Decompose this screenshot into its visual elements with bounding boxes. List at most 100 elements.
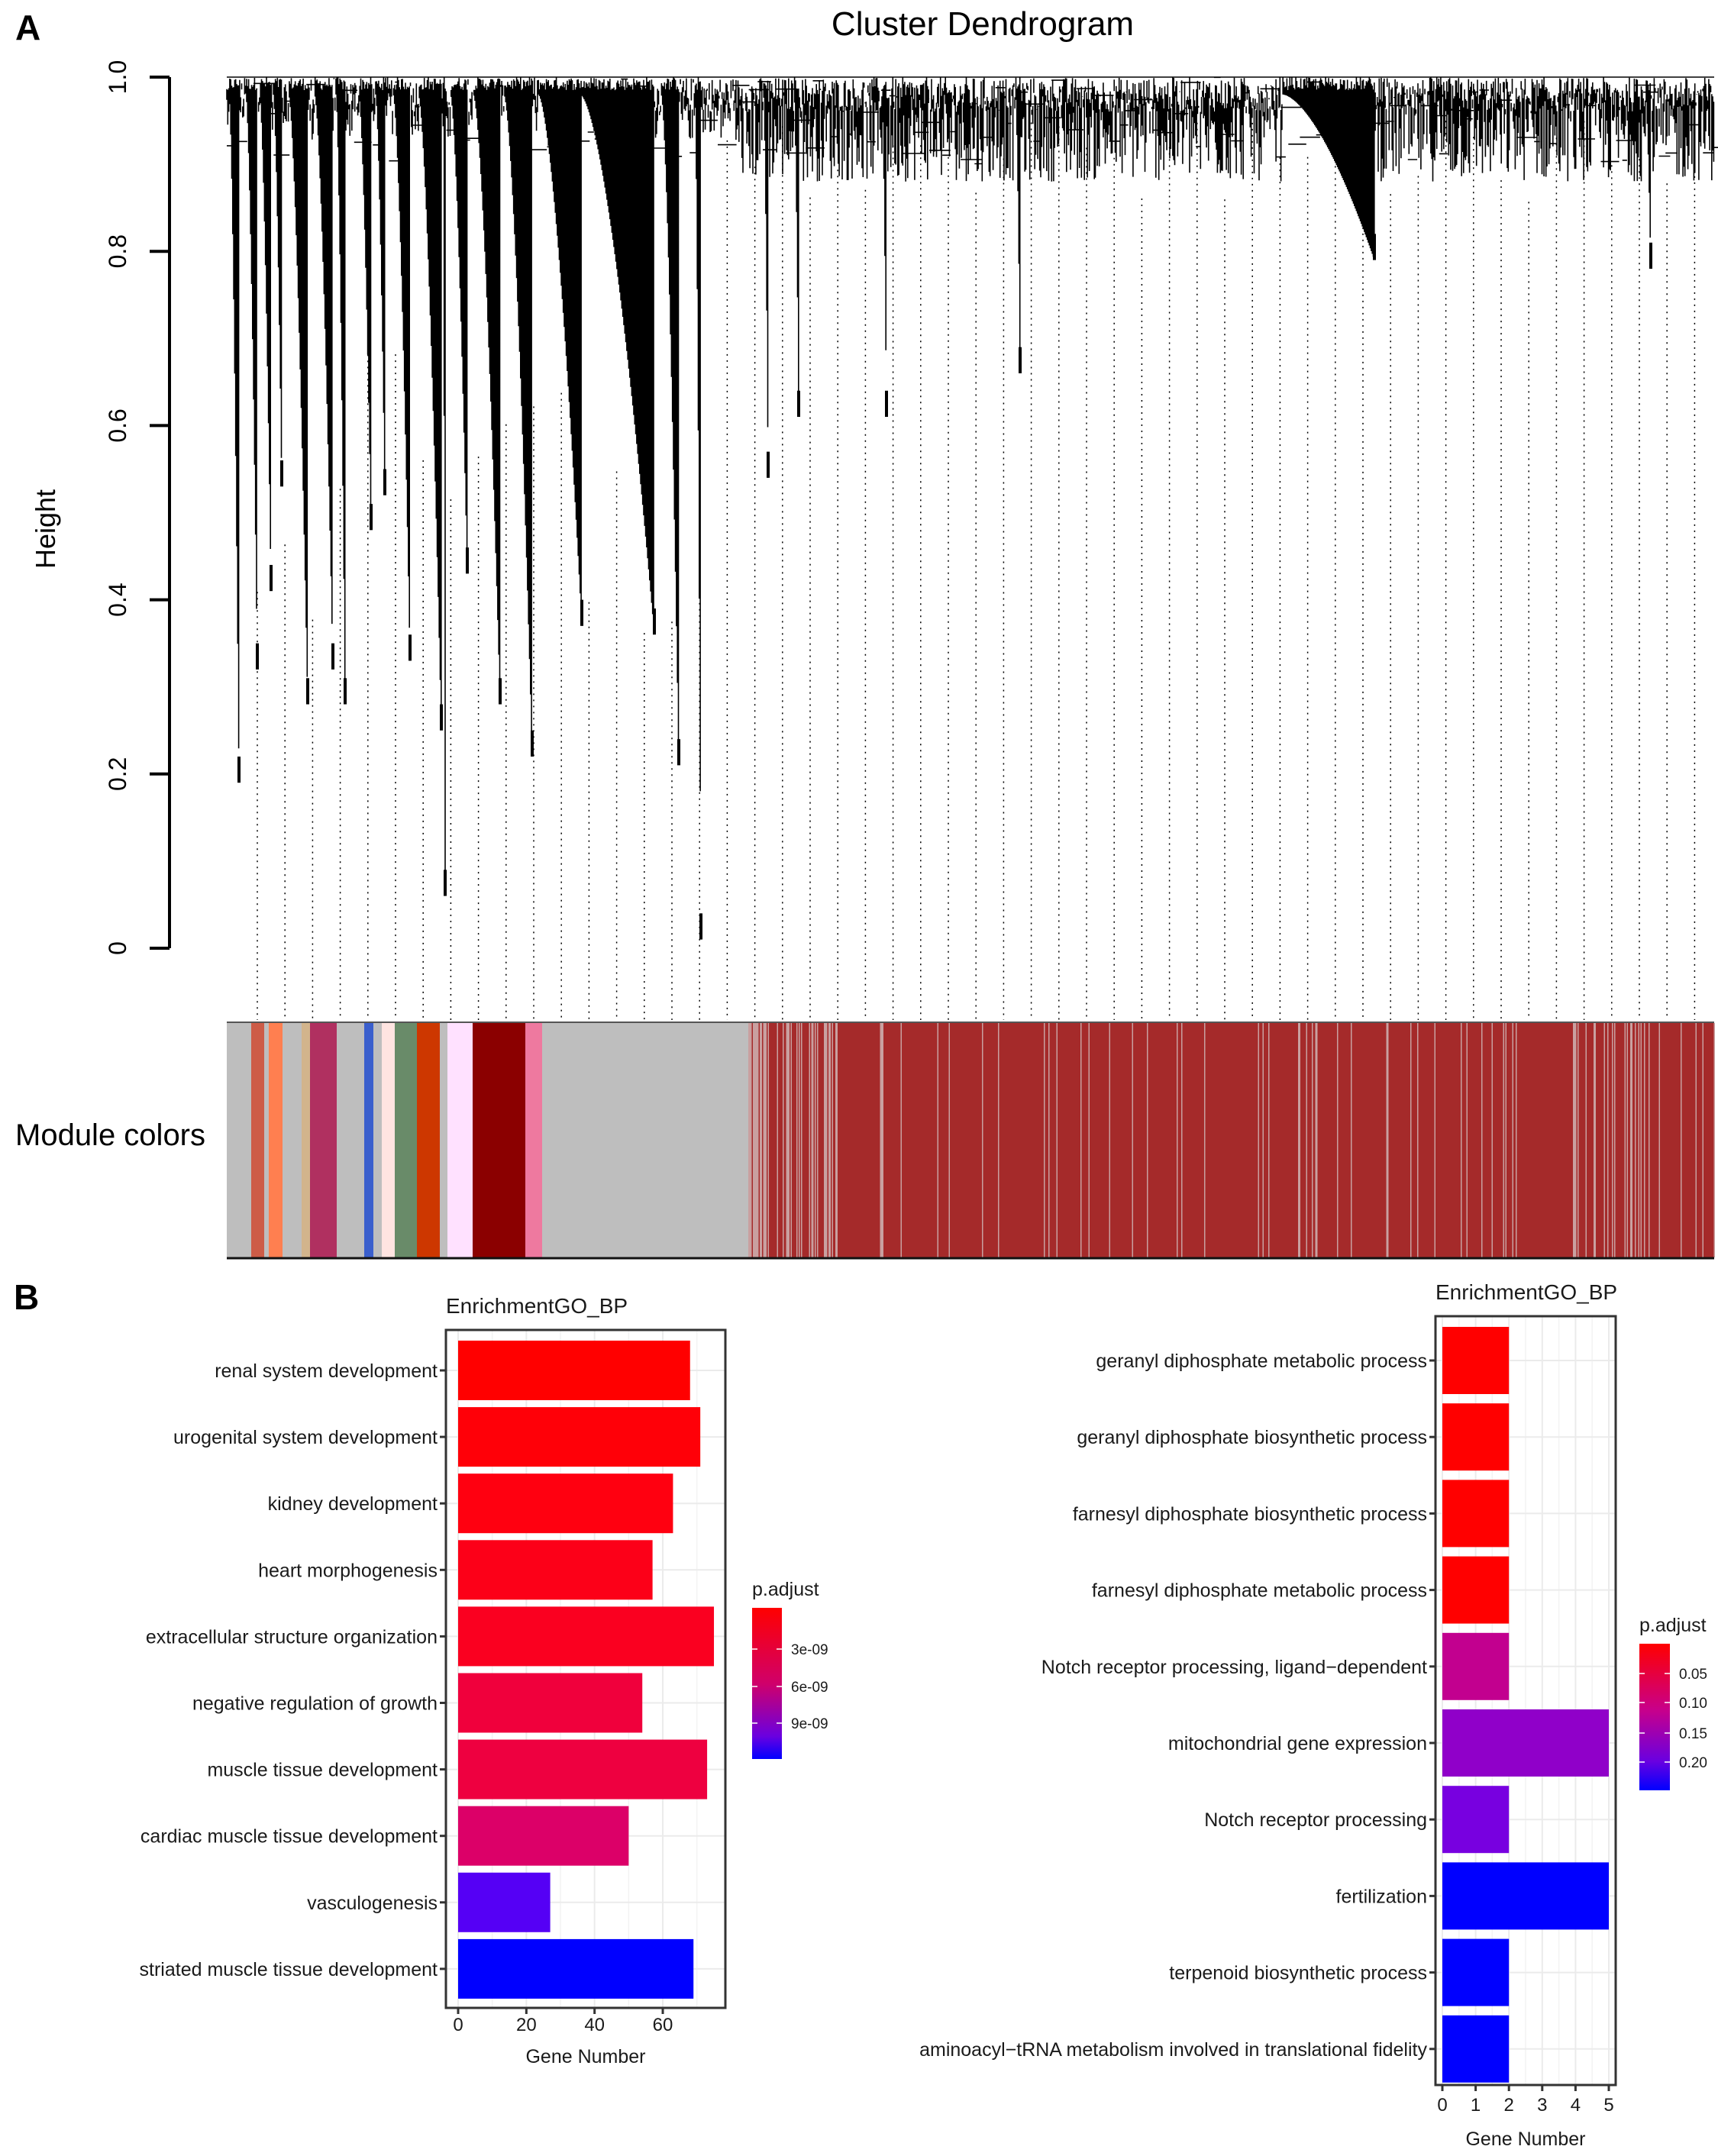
category-label: geranyl diphosphate biosynthetic process — [1077, 1427, 1427, 1448]
module-color-stripe — [817, 1023, 819, 1257]
module-color-stripe — [1417, 1023, 1419, 1257]
module-color-stripe — [1262, 1023, 1264, 1257]
module-color-segment — [748, 1023, 1715, 1257]
module-color-stripe — [1306, 1023, 1307, 1257]
module-color-stripe — [754, 1023, 755, 1257]
module-color-stripe — [1147, 1023, 1148, 1257]
bar — [1442, 1480, 1510, 1548]
module-color-stripe — [1466, 1023, 1468, 1257]
y-tick-label: 0 — [104, 941, 131, 955]
module-color-stripe — [1695, 1023, 1697, 1257]
bar — [458, 1673, 643, 1733]
module-color-stripe — [1491, 1023, 1493, 1257]
module-color-stripe — [1575, 1023, 1577, 1257]
bar — [1442, 1556, 1510, 1624]
dendrogram-guide-lines — [257, 121, 1696, 1020]
module-color-segment — [447, 1023, 473, 1257]
legend-colorbar — [1639, 1644, 1670, 1790]
module-color-stripe — [1585, 1023, 1587, 1257]
module-color-stripe — [1658, 1023, 1660, 1257]
module-color-segment — [417, 1023, 441, 1257]
module-color-stripe — [760, 1023, 761, 1257]
module-color-stripe — [790, 1023, 792, 1257]
module-color-stripe — [811, 1023, 812, 1257]
module-color-segment — [227, 1023, 252, 1257]
module-color-stripe — [761, 1023, 762, 1257]
module-color-stripe — [1386, 1023, 1387, 1257]
bar — [458, 1872, 551, 1932]
module-color-stripe — [1503, 1023, 1504, 1257]
dendrogram-title: Cluster Dendrogram — [832, 5, 1134, 43]
module-color-stripe — [751, 1023, 752, 1257]
module-color-segment — [473, 1023, 526, 1257]
plot-border — [444, 1328, 727, 2009]
module-color-stripe — [1056, 1023, 1058, 1257]
module-color-stripe — [1299, 1023, 1300, 1257]
category-label: heart morphogenesis — [258, 1560, 438, 1581]
module-color-stripe — [1702, 1023, 1703, 1257]
legend-title: p.adjust — [1639, 1615, 1707, 1636]
bar — [1442, 1709, 1609, 1777]
module-color-segment — [283, 1023, 302, 1257]
panel-label-b: B — [14, 1277, 39, 1317]
module-color-stripe — [1177, 1023, 1178, 1257]
module-color-stripe — [1681, 1023, 1682, 1257]
module-color-stripe — [755, 1023, 757, 1257]
module-color-stripe — [1612, 1023, 1613, 1257]
module-color-stripe — [1594, 1023, 1595, 1257]
module-color-stripe — [982, 1023, 983, 1257]
bar — [1442, 1862, 1609, 1930]
x-tick-label: 4 — [1571, 2095, 1581, 2116]
module-color-stripe — [1505, 1023, 1506, 1257]
category-label: aminoacyl−tRNA metabolism involved in tr… — [919, 2039, 1427, 2061]
module-color-segment — [364, 1023, 374, 1257]
module-color-stripe — [767, 1023, 769, 1257]
bar — [458, 1407, 701, 1467]
bar — [458, 1739, 708, 1799]
module-color-stripe — [828, 1023, 830, 1257]
module-color-segment — [395, 1023, 418, 1257]
category-label: negative regulation of growth — [192, 1693, 438, 1715]
module-color-stripe — [1607, 1023, 1609, 1257]
y-tick-label: 0.8 — [104, 234, 131, 268]
module-color-stripe — [783, 1023, 784, 1257]
module-color-stripe — [1080, 1023, 1082, 1257]
x-axis-label: Gene Number — [1465, 2129, 1585, 2150]
module-color-stripe — [1204, 1023, 1206, 1257]
module-color-stripe — [836, 1023, 838, 1257]
module-colors-label: Module colors — [15, 1118, 205, 1152]
module-color-stripe — [1614, 1023, 1616, 1257]
y-tick-label: 1.0 — [104, 60, 131, 94]
legend-tick-label: 0.20 — [1679, 1755, 1707, 1771]
bar — [1442, 1327, 1510, 1394]
module-color-stripe — [1316, 1023, 1318, 1257]
category-label: Notch receptor processing — [1204, 1809, 1427, 1831]
module-color-segment — [310, 1023, 337, 1257]
module-color-stripe — [1573, 1023, 1574, 1257]
module-color-stripe — [835, 1023, 837, 1257]
module-color-stripe — [1387, 1023, 1389, 1257]
category-label: kidney development — [268, 1493, 438, 1515]
module-color-stripe — [763, 1023, 764, 1257]
module-color-stripe — [777, 1023, 778, 1257]
x-tick-label: 60 — [653, 2015, 673, 2035]
bar — [458, 1606, 715, 1667]
category-label: mitochondrial gene expression — [1168, 1733, 1427, 1754]
module-color-stripe — [748, 1023, 750, 1257]
module-color-stripe — [809, 1023, 810, 1257]
module-color-segment — [525, 1023, 543, 1257]
x-axis-label: Gene Number — [525, 2046, 645, 2067]
module-color-stripe — [832, 1023, 833, 1257]
dendrogram-tree — [226, 76, 1718, 1020]
module-color-stripe — [829, 1023, 831, 1257]
dendrogram-branches — [226, 76, 1718, 892]
bar — [1442, 2015, 1510, 2083]
bar — [1442, 1632, 1510, 1700]
legend-title: p.adjust — [752, 1579, 819, 1600]
module-color-stripe — [1132, 1023, 1133, 1257]
module-color-stripe — [1638, 1023, 1639, 1257]
legend-tick-label: 6e-09 — [791, 1680, 828, 1696]
legend-colorbar — [752, 1608, 782, 1759]
